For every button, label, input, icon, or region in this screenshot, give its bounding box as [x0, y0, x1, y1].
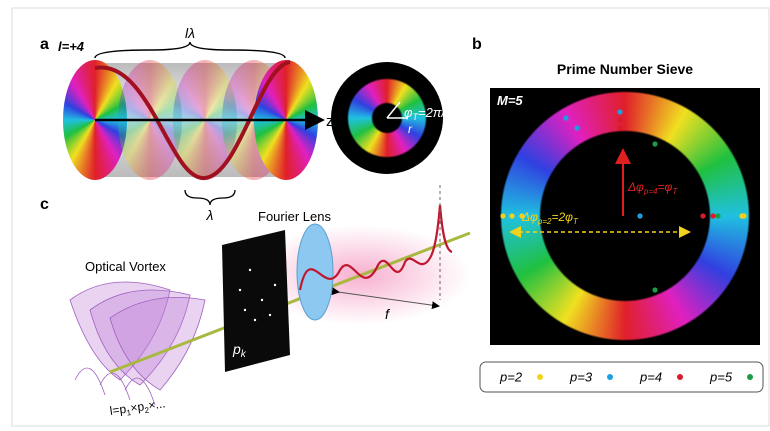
wavelength-label: λ: [206, 207, 214, 223]
sieve-title: Prime Number Sieve: [557, 61, 693, 77]
figure-overlay: a l=+4 lλ z λ φT=2π/l r b Prime Number S…: [0, 0, 770, 431]
mask-symbol: p: [232, 341, 241, 357]
z-label: z: [326, 113, 334, 130]
sieve-dot: [617, 109, 622, 114]
charge-label: l=+4: [58, 39, 85, 54]
sieve-dot: [500, 213, 505, 218]
mode-label: M=5: [497, 93, 523, 108]
panel-label: b: [472, 36, 482, 53]
panel-label: c: [40, 196, 49, 213]
legend-dot: [537, 374, 543, 380]
panel-label: a: [40, 36, 49, 53]
lens-label: Fourier Lens: [258, 209, 331, 224]
delta-eq-sub: T: [573, 217, 579, 226]
phase-rest: =2π/l: [418, 105, 449, 120]
sieve-dot: [617, 117, 622, 122]
sieve-dot: [700, 213, 705, 218]
sieve-dot: [519, 213, 524, 218]
lens: [297, 224, 333, 320]
legend-dot: [747, 374, 753, 380]
shape: [254, 319, 256, 321]
length-label: lλ: [185, 25, 195, 41]
vortex-label: Optical Vortex: [85, 259, 166, 274]
sieve-dot: [509, 213, 514, 218]
legend-dot: [677, 374, 683, 380]
panel-label: b: [472, 36, 482, 53]
radius-label: r: [408, 122, 413, 136]
panel-label: c: [40, 196, 49, 213]
figure: a l=+4 lλ z λ φT=2π/l r b Prime Number S…: [0, 0, 770, 431]
delta-eq-sub: T: [672, 187, 678, 196]
lens-label: Fourier Lens: [258, 209, 331, 224]
brace: [95, 42, 285, 58]
brace: [185, 190, 235, 205]
phase-label: φT=2π/l: [404, 105, 449, 122]
shape: [239, 289, 241, 291]
product-part: ×...: [147, 396, 166, 412]
shape: [269, 314, 271, 316]
vortex-label: Optical Vortex: [85, 259, 166, 274]
delta-p2: Δφp=2=2φT: [521, 210, 579, 226]
legend-label: p=2: [499, 369, 523, 384]
legend-label: p=3: [569, 369, 593, 384]
sieve-dot: [637, 213, 642, 218]
legend-label: p=4: [639, 369, 662, 384]
sieve-dot: [617, 125, 622, 130]
legend-dot: [607, 374, 613, 380]
sieve-dot: [574, 125, 579, 130]
delta-eq: =φ: [657, 180, 672, 194]
product-part: l=p: [109, 402, 127, 418]
shape: [261, 299, 263, 301]
sieve-dot: [715, 213, 720, 218]
delta-symbol: Δφ: [627, 180, 644, 194]
shape: [274, 284, 276, 286]
delta-eq: =2φ: [551, 210, 573, 224]
mode-label: M=5: [497, 93, 523, 108]
shape: [100, 373, 130, 400]
legend-label: p=5: [709, 369, 733, 384]
sieve-dot: [652, 141, 657, 146]
sieve-title: Prime Number Sieve: [557, 61, 693, 77]
product-label: l=p1×p2×...: [109, 396, 167, 420]
radius-line: [387, 102, 400, 118]
sieve-dot: [710, 213, 715, 218]
delta-sub: p=2: [537, 217, 552, 226]
length-label: lλ: [185, 25, 195, 41]
delta-sub: p=4: [643, 187, 658, 196]
z-label: z: [326, 113, 334, 130]
product-part: ×p: [130, 399, 146, 415]
sieve-dot: [563, 115, 568, 120]
delta-p4: Δφp=4=φT: [627, 180, 678, 196]
radius-label: r: [408, 122, 413, 136]
sieve-dot: [652, 287, 657, 292]
panel-label: a: [40, 36, 49, 53]
shape: [75, 368, 105, 395]
charge-label: l=+4: [58, 39, 85, 54]
shape: [244, 309, 246, 311]
sieve-dot: [741, 213, 746, 218]
wavelength-label: λ: [206, 207, 214, 223]
shape: [249, 269, 251, 271]
